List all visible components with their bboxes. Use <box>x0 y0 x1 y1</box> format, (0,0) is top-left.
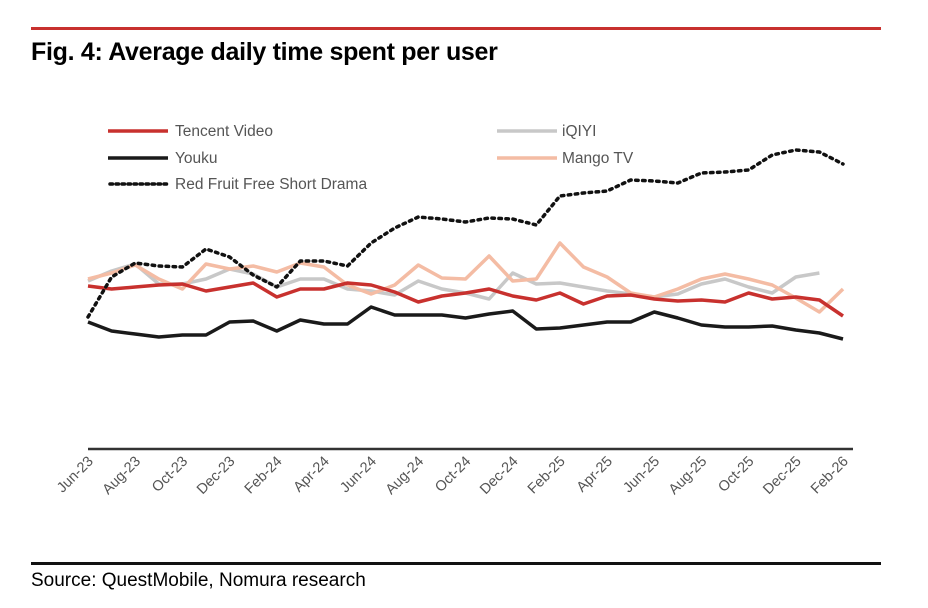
x-tick-label: Dec-25 <box>760 454 804 498</box>
x-tick-label: Aug-24 <box>383 454 427 498</box>
x-tick-label: Aug-25 <box>666 454 710 498</box>
legend-label-mango-tv: Mango TV <box>562 150 634 167</box>
legend-item-youku: Youku <box>108 150 218 167</box>
x-tick-label: Feb-24 <box>242 454 286 498</box>
line-chart: Tencent Video iQIYI Youku Mango TV Red F… <box>54 123 853 498</box>
x-tick-label: Oct-24 <box>432 454 474 496</box>
x-tick-label: Jun-23 <box>54 454 97 497</box>
source-note: Source: QuestMobile, Nomura research <box>31 570 366 591</box>
series-line-red-fruit-free-short-drama <box>86 148 845 319</box>
x-tick-labels: Jun-23 Aug-23 Oct-23 Dec-23 Feb-24 Apr-24 Jun-… <box>54 454 852 498</box>
x-tick-label: Apr-24 <box>291 454 333 496</box>
figure-title: Fig. 4: Average daily time spent per use… <box>31 38 498 66</box>
top-rule <box>31 27 881 30</box>
x-tick-label: Aug-23 <box>100 454 144 498</box>
series-line-mango-tv <box>87 241 845 314</box>
x-tick-label: Feb-25 <box>525 454 569 498</box>
x-tick-label: Feb-26 <box>808 454 852 498</box>
series-line-youku <box>87 305 844 341</box>
legend-item-tencent-video: Tencent Video <box>108 123 273 140</box>
legend-item-mango-tv: Mango TV <box>497 150 634 167</box>
x-tick-label: Jun-24 <box>337 454 380 497</box>
x-tick-label: Dec-24 <box>477 454 521 498</box>
x-tick-label: Oct-23 <box>149 454 191 496</box>
legend-label-iqiyi: iQIYI <box>562 123 596 140</box>
legend-label-red-fruit: Red Fruit Free Short Drama <box>175 176 367 193</box>
bottom-rule <box>31 562 881 565</box>
x-tick-label: Dec-23 <box>194 454 238 498</box>
legend: Tencent Video iQIYI Youku Mango TV Red F… <box>108 123 634 193</box>
legend-label-youku: Youku <box>175 150 218 167</box>
x-tick-label: Oct-25 <box>715 454 757 496</box>
series-layer <box>86 148 845 341</box>
legend-label-tencent-video: Tencent Video <box>175 123 273 140</box>
series-line-iqiyi <box>87 262 820 301</box>
legend-item-iqiyi: iQIYI <box>497 123 596 140</box>
x-tick-label: Jun-25 <box>620 454 663 497</box>
legend-item-red-fruit: Red Fruit Free Short Drama <box>108 176 367 193</box>
series-line-tencent-video <box>87 281 844 318</box>
x-tick-label: Apr-25 <box>574 454 616 496</box>
